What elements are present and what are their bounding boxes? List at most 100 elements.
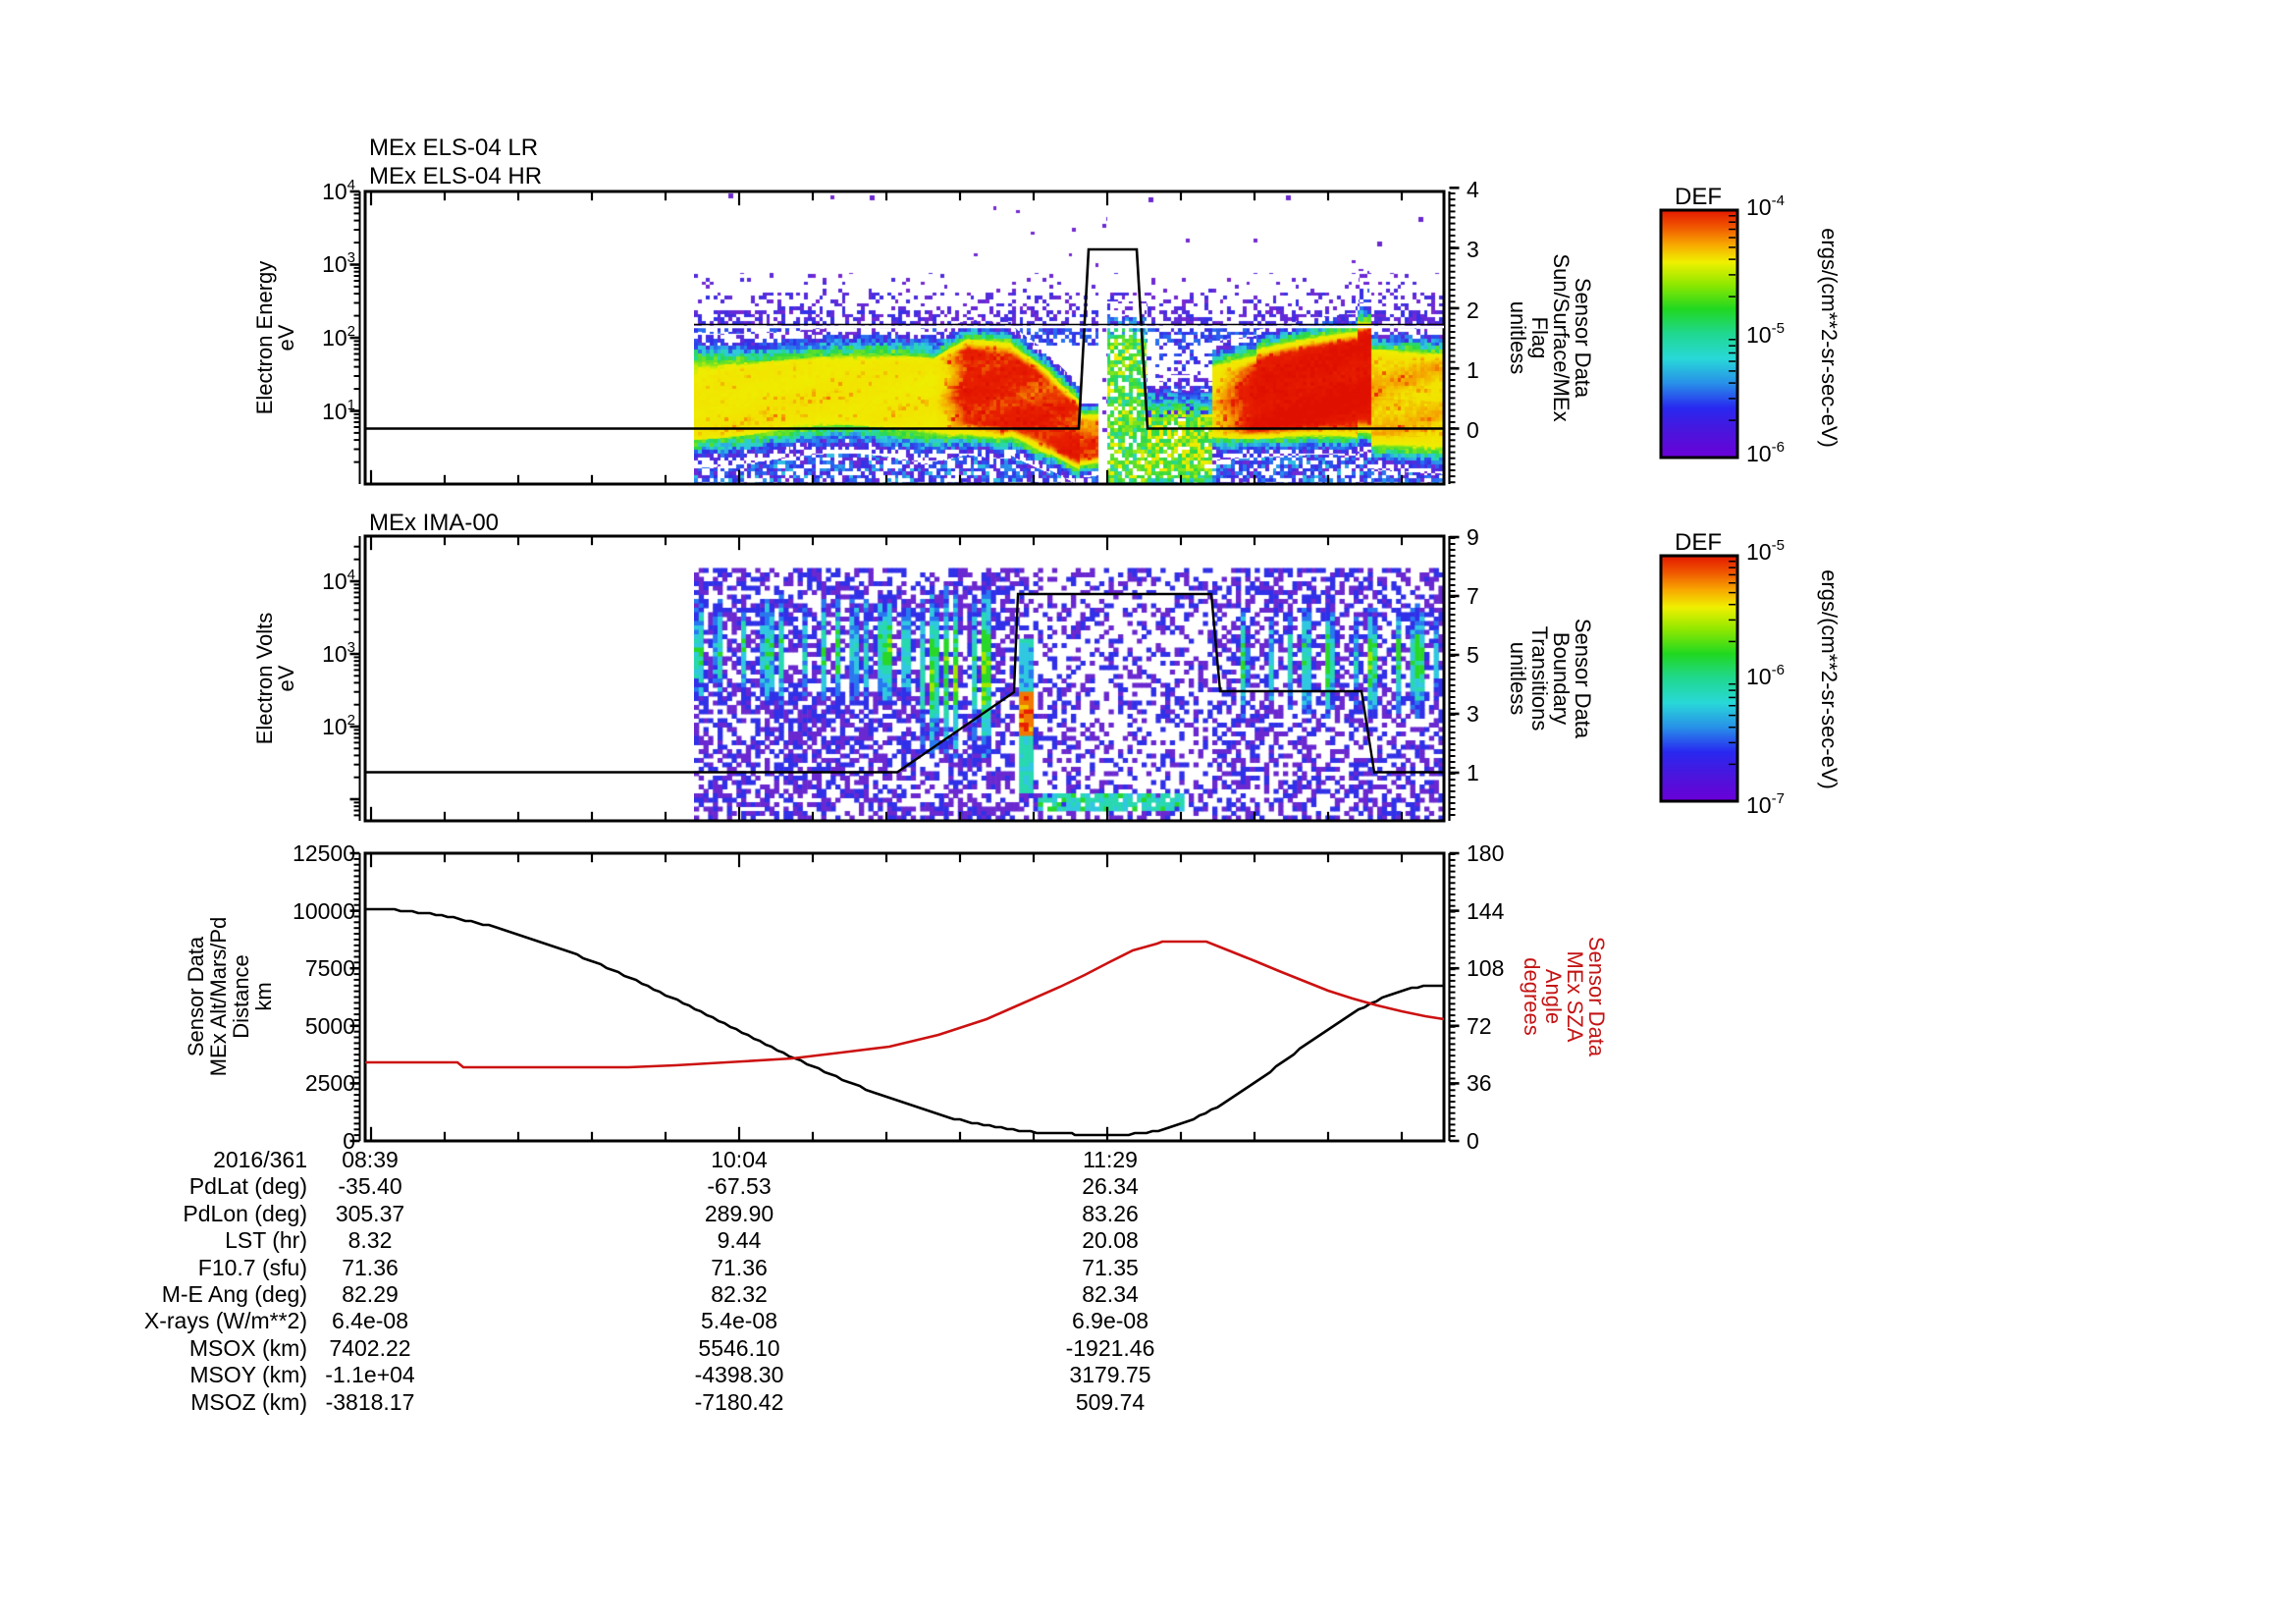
svg-text:X-rays (W/m**2): X-rays (W/m**2): [144, 1308, 307, 1333]
svg-text:3179.75: 3179.75: [1069, 1362, 1150, 1387]
svg-text:Sensor Data: Sensor Data: [184, 936, 208, 1056]
svg-text:102: 102: [322, 323, 355, 351]
svg-text:DEF: DEF: [1675, 529, 1722, 556]
svg-text:104: 104: [322, 177, 355, 204]
svg-text:0: 0: [1467, 417, 1479, 443]
svg-text:Sun/Surface/MEx: Sun/Surface/MEx: [1549, 253, 1574, 421]
svg-text:82.29: 82.29: [342, 1281, 399, 1307]
svg-text:PdLat (deg): PdLat (deg): [189, 1173, 307, 1199]
svg-text:2500: 2500: [305, 1070, 355, 1096]
svg-text:2: 2: [1467, 298, 1479, 323]
svg-text:Sensor Data: Sensor Data: [1584, 937, 1609, 1057]
svg-text:0: 0: [1467, 1128, 1479, 1154]
svg-text:eV: eV: [274, 324, 298, 351]
svg-text:08:39: 08:39: [342, 1147, 399, 1172]
svg-text:103: 103: [322, 249, 355, 277]
svg-text:103: 103: [322, 639, 355, 667]
svg-text:102: 102: [322, 712, 355, 739]
svg-text:10-4: 10-4: [1746, 192, 1785, 220]
svg-text:MEx Alt/Mars/Pd: MEx Alt/Mars/Pd: [206, 917, 231, 1077]
svg-text:-7180.42: -7180.42: [695, 1389, 784, 1415]
svg-text:104: 104: [322, 567, 355, 594]
svg-text:Transitions: Transitions: [1527, 626, 1552, 731]
svg-text:unitless: unitless: [1506, 301, 1530, 375]
svg-text:5: 5: [1467, 642, 1479, 668]
svg-text:Electron Energy: Electron Energy: [252, 261, 277, 415]
svg-text:-1.1e+04: -1.1e+04: [325, 1362, 415, 1387]
svg-text:Distance: Distance: [229, 954, 253, 1039]
svg-text:Flag: Flag: [1527, 317, 1552, 359]
svg-text:unitless: unitless: [1506, 642, 1530, 716]
svg-text:degrees: degrees: [1520, 957, 1544, 1036]
svg-text:305.37: 305.37: [336, 1201, 404, 1226]
svg-text:5546.10: 5546.10: [698, 1335, 779, 1361]
svg-text:8.32: 8.32: [348, 1227, 393, 1253]
svg-text:-35.40: -35.40: [338, 1173, 401, 1199]
svg-text:71.35: 71.35: [1082, 1255, 1139, 1280]
svg-text:7: 7: [1467, 583, 1479, 609]
svg-text:5.4e-08: 5.4e-08: [701, 1308, 777, 1333]
svg-text:MSOY (km): MSOY (km): [189, 1362, 307, 1387]
svg-text:10-5: 10-5: [1746, 537, 1785, 565]
svg-text:7500: 7500: [305, 955, 355, 981]
svg-text:10:04: 10:04: [711, 1147, 768, 1172]
svg-text:10-7: 10-7: [1746, 790, 1785, 818]
svg-text:82.32: 82.32: [711, 1281, 768, 1307]
svg-text:km: km: [251, 982, 276, 1010]
svg-text:20.08: 20.08: [1082, 1227, 1139, 1253]
svg-text:M-E Ang (deg): M-E Ang (deg): [162, 1281, 307, 1307]
svg-text:Sensor Data: Sensor Data: [1571, 619, 1595, 739]
svg-text:F10.7 (sfu): F10.7 (sfu): [198, 1255, 307, 1280]
svg-text:3: 3: [1467, 701, 1479, 727]
svg-text:ergs/(cm**2-sr-sec-eV): ergs/(cm**2-sr-sec-eV): [1817, 228, 1842, 448]
svg-text:180: 180: [1467, 840, 1504, 866]
svg-text:-67.53: -67.53: [707, 1173, 771, 1199]
svg-text:MEx IMA-00: MEx IMA-00: [369, 510, 499, 536]
svg-text:LST (hr): LST (hr): [225, 1227, 307, 1253]
svg-text:-1921.46: -1921.46: [1066, 1335, 1155, 1361]
svg-text:4: 4: [1467, 177, 1479, 202]
svg-text:9.44: 9.44: [718, 1227, 762, 1253]
svg-text:Boundary: Boundary: [1549, 632, 1574, 725]
svg-text:12500: 12500: [293, 840, 355, 866]
svg-text:1: 1: [1467, 760, 1479, 785]
svg-text:509.74: 509.74: [1076, 1389, 1146, 1415]
svg-text:10000: 10000: [293, 898, 355, 924]
svg-text:DEF: DEF: [1675, 184, 1722, 210]
svg-text:72: 72: [1467, 1013, 1492, 1039]
svg-text:2016/361: 2016/361: [213, 1147, 307, 1172]
svg-text:36: 36: [1467, 1070, 1492, 1096]
svg-text:108: 108: [1467, 955, 1504, 981]
svg-text:10-6: 10-6: [1746, 662, 1785, 689]
svg-text:MEx ELS-04 HR: MEx ELS-04 HR: [369, 163, 542, 189]
svg-text:eV: eV: [274, 665, 298, 691]
svg-text:0: 0: [343, 1128, 355, 1154]
svg-text:1: 1: [1467, 357, 1479, 383]
svg-text:3: 3: [1467, 237, 1479, 262]
svg-text:289.90: 289.90: [705, 1201, 774, 1226]
svg-text:Electron Volts: Electron Volts: [252, 613, 277, 745]
svg-text:Angle: Angle: [1541, 969, 1566, 1024]
svg-text:MSOX (km): MSOX (km): [189, 1335, 307, 1361]
svg-text:6.4e-08: 6.4e-08: [332, 1308, 408, 1333]
svg-text:-4398.30: -4398.30: [695, 1362, 784, 1387]
svg-text:5000: 5000: [305, 1013, 355, 1039]
svg-text:MEx ELS-04 LR: MEx ELS-04 LR: [369, 135, 538, 161]
svg-text:MEx SZA: MEx SZA: [1563, 951, 1587, 1043]
svg-text:82.34: 82.34: [1082, 1281, 1139, 1307]
svg-text:101: 101: [322, 397, 355, 424]
svg-text:PdLon (deg): PdLon (deg): [183, 1201, 307, 1226]
svg-text:9: 9: [1467, 524, 1479, 550]
svg-text:6.9e-08: 6.9e-08: [1072, 1308, 1148, 1333]
svg-text:7402.22: 7402.22: [329, 1335, 410, 1361]
svg-text:71.36: 71.36: [342, 1255, 399, 1280]
svg-text:Sensor Data: Sensor Data: [1571, 278, 1595, 399]
svg-text:83.26: 83.26: [1082, 1201, 1139, 1226]
svg-text:10-6: 10-6: [1746, 439, 1785, 466]
svg-text:MSOZ (km): MSOZ (km): [190, 1389, 307, 1415]
svg-text:71.36: 71.36: [711, 1255, 768, 1280]
svg-text:144: 144: [1467, 898, 1505, 924]
svg-text:ergs/(cm**2-sr-sec-eV): ergs/(cm**2-sr-sec-eV): [1817, 569, 1842, 789]
svg-text:26.34: 26.34: [1082, 1173, 1139, 1199]
svg-text:-3818.17: -3818.17: [326, 1389, 415, 1415]
